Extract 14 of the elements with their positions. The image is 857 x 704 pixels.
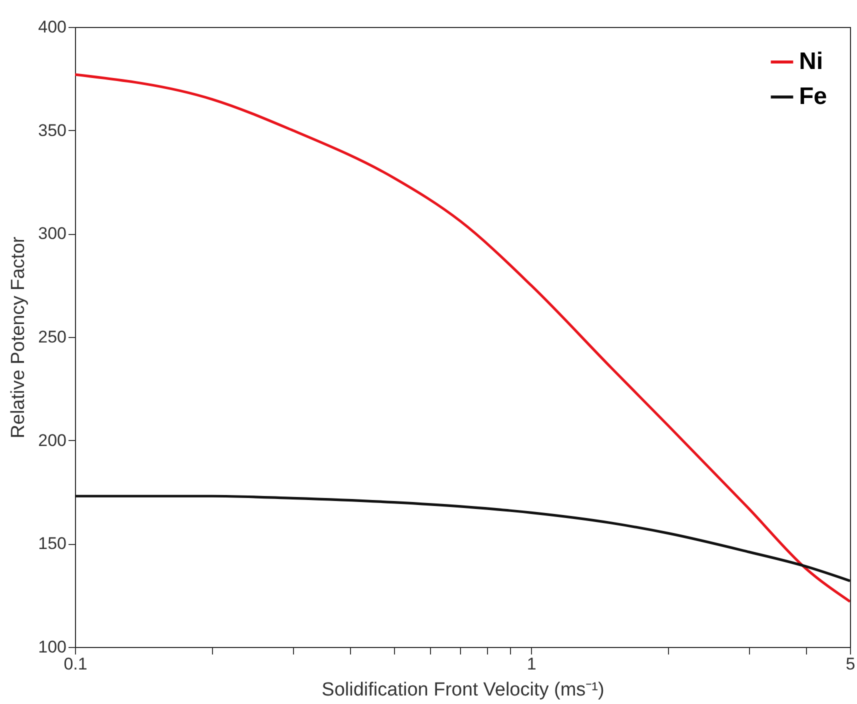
x-tick-label: 0.1 [64,654,88,674]
y-tick-label: 150 [38,534,66,554]
x-tick-label: 1 [526,654,536,674]
y-tick-label: 200 [38,430,66,450]
y-tick-label: 250 [38,328,66,346]
y-tick-label: 350 [38,120,66,140]
y-tick-label: 100 [38,638,66,656]
y-tick-label: 400 [38,18,66,36]
y-tick-label: 300 [38,224,66,244]
y-axis-title: Relative Potency Factor [8,236,30,438]
legend-label: Ni [799,48,823,75]
x-axis-title: Solidification Front Velocity (ms⁻¹) [322,680,604,700]
legend-label: Fe [799,83,828,110]
x-tick-label: 5 [846,654,856,674]
